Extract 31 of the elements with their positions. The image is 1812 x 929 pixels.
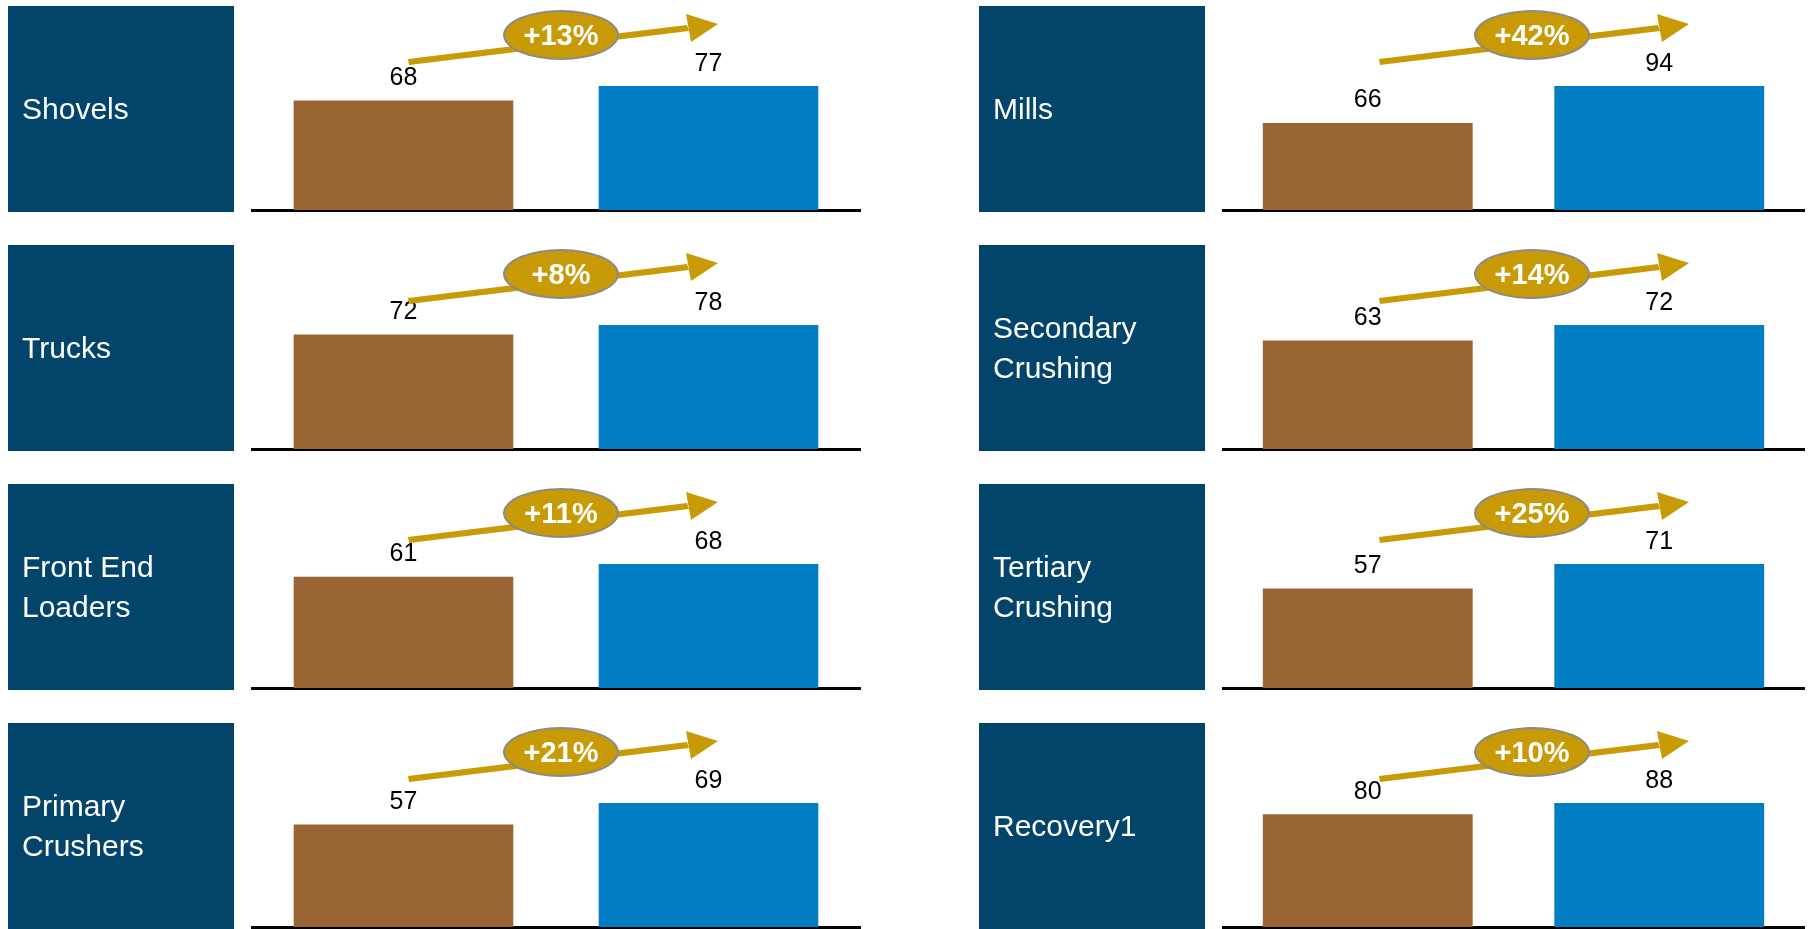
data-label: 63 [1353, 302, 1382, 330]
data-label: 61 [389, 538, 418, 567]
text: +10% [1474, 727, 1590, 777]
data-label: 88 [1645, 764, 1674, 793]
data-label: 72 [1645, 286, 1674, 315]
chart-title: Tertiary Crushing [979, 484, 1205, 690]
data-label: 66 [1353, 84, 1382, 113]
data-label: 78 [694, 286, 723, 315]
text: +21% [503, 727, 619, 777]
chart-title: Mills [979, 6, 1205, 212]
chart-title: Shovels [8, 6, 234, 212]
data-label: 77 [694, 47, 723, 76]
chart-title: Primary Crushers [8, 723, 234, 929]
text: +13% [503, 10, 619, 60]
data-label: 57 [389, 786, 418, 815]
chart-title: Trucks [8, 245, 234, 451]
chart-title: Secondary Crushing [979, 245, 1205, 451]
data-label: 68 [694, 525, 723, 554]
text: +25% [1474, 488, 1590, 538]
chart-title: Recovery1 [979, 723, 1205, 929]
data-label: 71 [1645, 525, 1674, 554]
data-label: 94 [1645, 47, 1674, 76]
text: +11% [503, 488, 619, 538]
text: +8% [503, 249, 619, 299]
data-label: 80 [1353, 775, 1382, 804]
chart-title: Front End Loaders [8, 484, 234, 690]
text: +42% [1474, 10, 1590, 60]
data-label: 68 [389, 61, 418, 90]
data-label: 69 [694, 764, 723, 793]
data-label: 57 [1353, 549, 1382, 578]
text: +14% [1474, 249, 1590, 299]
